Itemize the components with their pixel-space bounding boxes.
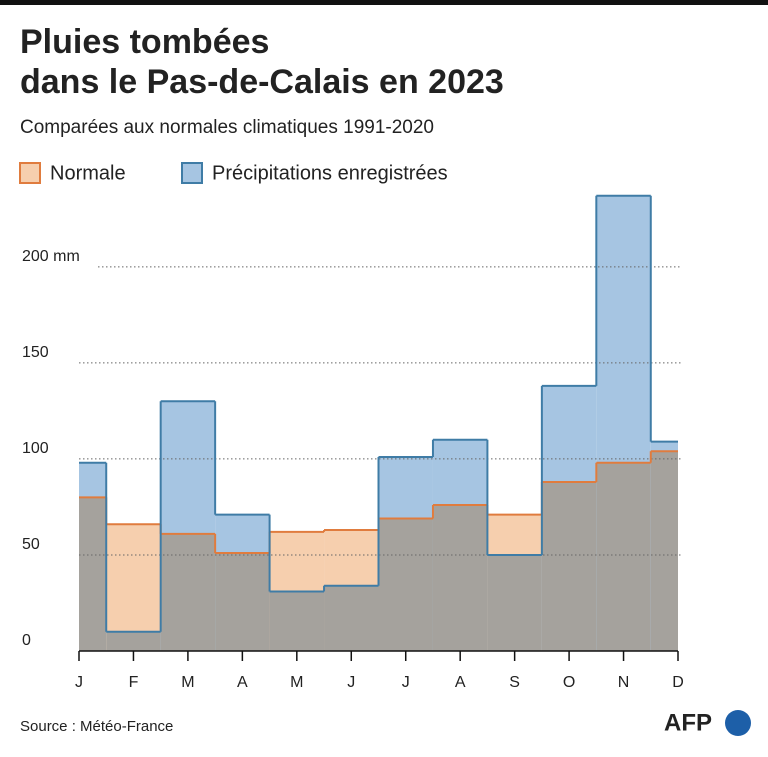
y-tick-label: 150 (22, 344, 49, 361)
x-tick-label: D (672, 674, 684, 691)
legend-swatch (181, 162, 203, 184)
bar (106, 524, 161, 651)
chart-title: Pluies tombées (20, 23, 269, 61)
logo: AFP (664, 709, 712, 736)
bar-overlap (215, 553, 270, 651)
x-tick-label: F (129, 674, 139, 691)
chart-title: dans le Pas-de-Calais en 2023 (20, 63, 504, 101)
x-tick-label: J (75, 674, 83, 691)
bar-overlap (160, 533, 216, 651)
x-tick-label: O (563, 674, 575, 691)
bar-overlap (269, 591, 325, 651)
legend-swatch (19, 162, 41, 184)
x-tick-label: A (455, 674, 466, 691)
bar-overlap (106, 631, 161, 651)
bar-overlap (79, 497, 107, 651)
source: Source : Météo-France (20, 718, 173, 735)
logo-circle (725, 710, 751, 736)
x-tick-label: J (347, 674, 355, 691)
legend-label: Précipitations enregistrées (212, 162, 448, 184)
bar-overlap (324, 585, 379, 651)
bar-overlap (487, 554, 542, 651)
x-tick-label: S (509, 674, 520, 691)
x-tick-label: J (402, 674, 410, 691)
bar-overlap (378, 518, 433, 651)
x-tick-label: A (237, 674, 248, 691)
top-bar (0, 0, 768, 5)
bar-overlap (541, 481, 597, 651)
bar-overlap (432, 505, 488, 651)
chart-subtitle: Comparées aux normales climatiques 1991-… (20, 117, 434, 138)
x-tick-label: N (618, 674, 630, 691)
y-tick-label: 50 (22, 536, 40, 553)
y-tick-label: 100 (22, 440, 49, 457)
x-tick-label: M (290, 674, 303, 691)
x-tick-label: M (181, 674, 194, 691)
y-tick-label: 200 mm (22, 248, 80, 265)
legend-label: Normale (50, 162, 126, 184)
bar-overlap (596, 462, 651, 651)
bar-overlap (650, 451, 678, 651)
y-tick-label: 0 (22, 632, 31, 649)
